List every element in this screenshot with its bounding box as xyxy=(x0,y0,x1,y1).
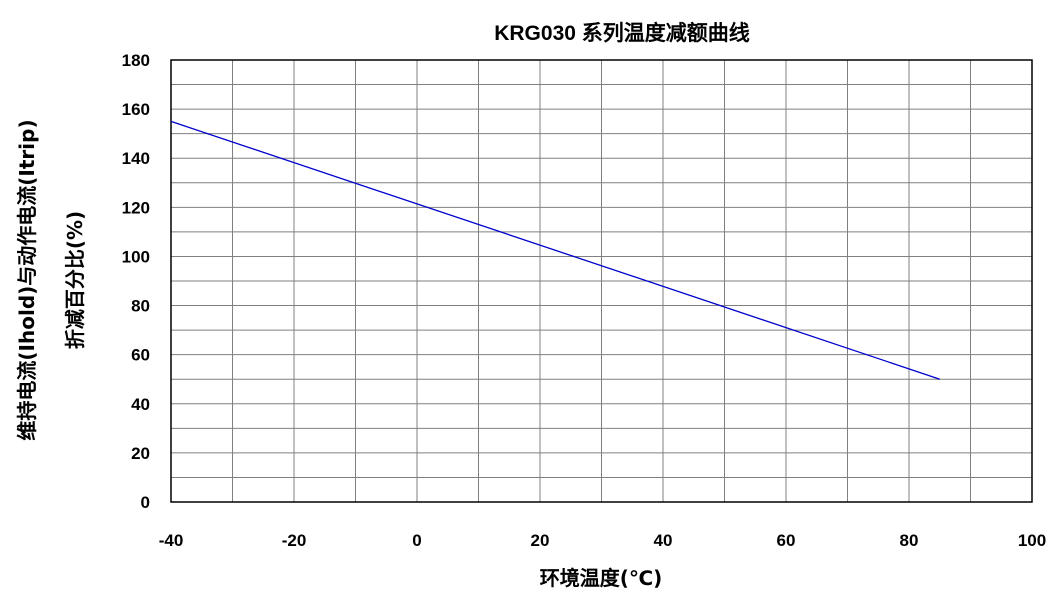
x-tick-label: 40 xyxy=(654,531,673,550)
y-tick-label: 180 xyxy=(122,51,150,70)
plot-frame xyxy=(170,59,1033,503)
x-tick-label: 100 xyxy=(1018,531,1046,550)
y-axis-label-line-1: 维持电流(Ihold)与动作电流(Itrip) xyxy=(15,119,39,440)
x-tick-label: -20 xyxy=(282,531,307,550)
y-tick-label: 100 xyxy=(122,247,150,266)
y-tick-label: 40 xyxy=(131,395,150,414)
x-tick-label: 60 xyxy=(777,531,796,550)
x-axis-label: 环境温度(℃) xyxy=(540,566,663,590)
y-axis-ticks: 0 20 40 60 80 100 120 140 160 180 xyxy=(122,51,150,512)
y-tick-label: 140 xyxy=(122,149,150,168)
x-tick-label: -40 xyxy=(159,531,184,550)
x-axis-ticks: -40 -20 0 20 40 60 80 100 xyxy=(159,531,1046,550)
y-tick-label: 20 xyxy=(131,444,150,463)
y-axis-label-line-1-group: 维持电流(Ihold)与动作电流(Itrip) xyxy=(15,119,39,440)
x-tick-label: 20 xyxy=(531,531,550,550)
series-layer xyxy=(170,120,941,380)
series-line-0 xyxy=(170,120,941,380)
y-axis-label-line-2-group: 折减百分比(%) xyxy=(63,211,87,349)
y-tick-label: 160 xyxy=(122,100,150,119)
y-axis-label-line-2: 折减百分比(%) xyxy=(63,211,87,349)
grid xyxy=(170,59,1033,503)
y-tick-label: 80 xyxy=(131,297,150,316)
y-tick-label: 120 xyxy=(122,198,150,217)
x-tick-label: 0 xyxy=(412,531,421,550)
chart-title: KRG030 系列温度减额曲线 xyxy=(494,21,750,45)
y-tick-label: 60 xyxy=(131,346,150,365)
y-tick-label: 0 xyxy=(141,493,150,512)
x-tick-label: 80 xyxy=(900,531,919,550)
